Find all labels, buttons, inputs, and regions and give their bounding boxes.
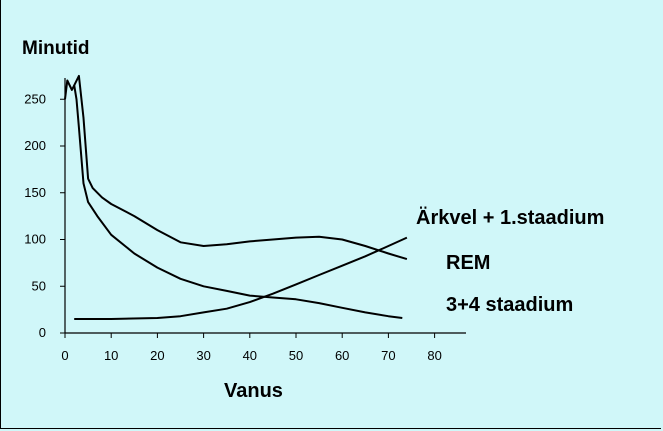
series-arkvel-line [64,74,408,261]
series-stage34-line [74,236,408,320]
x-tick-label: 50 [289,348,303,363]
y-tick-label: 150 [24,185,46,200]
x-tick-label: 60 [335,348,349,363]
x-tick-label: 10 [104,348,118,363]
x-tick-label: 0 [61,348,68,363]
series-rem-line [73,85,403,319]
x-axis-label: Vanus [224,380,283,402]
x-tick-label: 30 [196,348,210,363]
series-layer [64,74,408,320]
axes: 0 50 100 150 200 250 0 10 20 30 40 50 60 70 80 [24,78,466,363]
series-labels: Ärkvel + 1.staadium REM 3+4 staadium [416,206,604,316]
y-tick-label: 0 [39,325,46,340]
x-tick-label: 70 [381,348,395,363]
x-tick-label: 80 [427,348,441,363]
y-tick-label: 50 [32,278,46,293]
y-tick-label: 100 [24,232,46,247]
series-arkvel-label: Ärkvel + 1.staadium [416,206,604,229]
x-tick-label: 40 [243,348,257,363]
y-tick-label: 250 [24,91,46,106]
series-stage34-label: 3+4 staadium [446,294,573,316]
series-rem-label: REM [446,252,490,274]
y-axis-label: Minutid [22,38,90,59]
x-tick-label: 20 [150,348,164,363]
y-tick-label: 200 [24,138,46,153]
